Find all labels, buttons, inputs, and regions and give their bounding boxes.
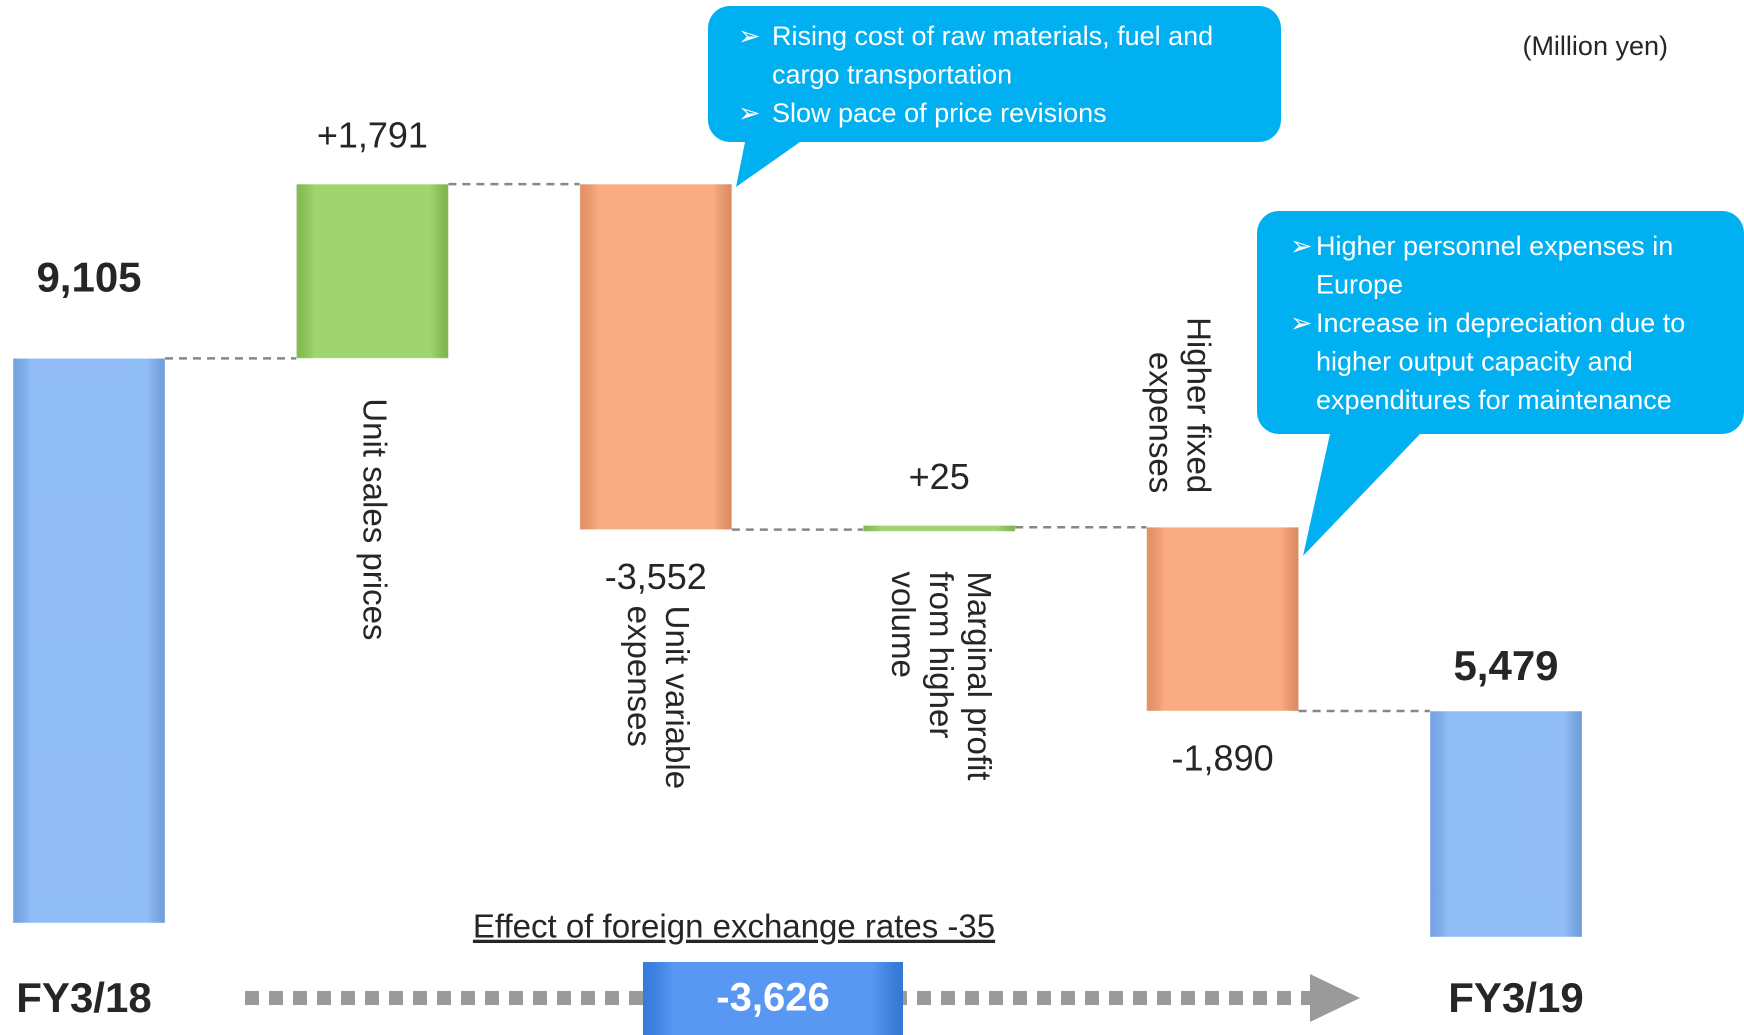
category-label: Unit sales prices xyxy=(357,398,394,640)
callout-text: cargo transportation xyxy=(772,60,1012,90)
category-label: Higher fixedexpenses xyxy=(1143,317,1218,493)
category-label: FY3/19 xyxy=(1448,974,1583,1021)
category-line: Unit variable xyxy=(659,606,696,789)
change-box-shade xyxy=(643,962,903,1035)
callout-bullet: ➢ xyxy=(738,21,761,51)
callout-text: Increase in depreciation due to xyxy=(1316,308,1685,338)
footnote: Effect of foreign exchange rates -35 xyxy=(473,908,995,945)
callout-bullet: ➢ xyxy=(738,98,761,128)
category-label: Unit variableexpenses xyxy=(621,606,696,789)
callout-tail xyxy=(1303,434,1420,556)
category-label: FY3/18 xyxy=(16,974,151,1021)
value-label: -3,552 xyxy=(605,556,707,597)
category-label: Marginal profitfrom highervolume xyxy=(885,571,998,780)
callout-tail xyxy=(736,142,800,187)
callout-bullet: ➢ xyxy=(1290,231,1313,261)
unit-label: (Million yen) xyxy=(1522,31,1668,61)
callout-bullet: ➢ xyxy=(1290,308,1313,338)
bar-shade xyxy=(296,184,449,359)
category-line: expenses xyxy=(1143,352,1180,493)
value-label: +25 xyxy=(909,456,970,497)
callout-text: higher output capacity and xyxy=(1316,347,1633,377)
category-line: volume xyxy=(885,571,922,677)
total-label: 9,105 xyxy=(36,253,141,300)
callout-box xyxy=(1257,211,1744,434)
value-label: +1,791 xyxy=(317,115,428,156)
category-line: Higher fixed xyxy=(1181,317,1218,493)
callout-text: Europe xyxy=(1316,270,1403,300)
category-line: Marginal profit xyxy=(961,571,998,780)
category-line: expenses xyxy=(621,606,658,747)
bar-shade xyxy=(863,525,1016,532)
category-line: Unit sales prices xyxy=(357,398,394,640)
callout-box xyxy=(708,6,1281,142)
callout-text: expenditures for maintenance xyxy=(1316,385,1672,415)
bar-shade xyxy=(1430,711,1582,937)
callout-text: Slow pace of price revisions xyxy=(772,98,1107,128)
value-label: -1,890 xyxy=(1172,738,1274,779)
total-label: 5,479 xyxy=(1453,642,1558,689)
bar-shade xyxy=(13,358,165,924)
bar-shade xyxy=(1146,527,1299,712)
callout-text: Higher personnel expenses in xyxy=(1316,231,1673,261)
change-label: -3,626 xyxy=(716,976,829,1020)
arrow-head xyxy=(1310,974,1360,1022)
callout-text: Rising cost of raw materials, fuel and xyxy=(772,21,1213,51)
category-line: from higher xyxy=(923,571,960,738)
bar-shade xyxy=(579,184,732,530)
